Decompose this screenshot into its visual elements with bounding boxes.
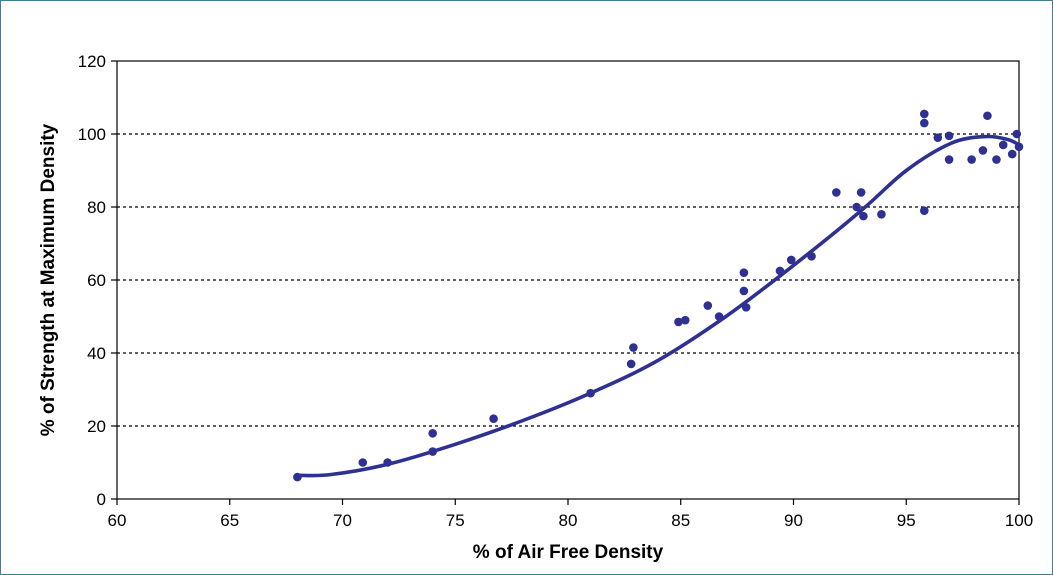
data-point <box>919 118 929 128</box>
data-point <box>703 301 713 310</box>
data-point <box>383 458 392 467</box>
data-point <box>1007 149 1017 159</box>
data-point <box>944 131 954 141</box>
y-axis-title: % of Strength at Maximum Density <box>38 123 59 436</box>
data-point <box>680 315 690 325</box>
x-tick-label: 70 <box>333 511 352 530</box>
data-point <box>933 133 943 142</box>
data-point <box>428 447 438 456</box>
x-tick-label: 90 <box>784 511 803 530</box>
x-tick-label: 75 <box>446 511 465 530</box>
data-point <box>832 188 841 197</box>
data-point <box>629 343 638 352</box>
data-points <box>293 109 1024 482</box>
data-point <box>626 359 636 369</box>
y-tick-label: 60 <box>87 271 106 290</box>
x-tick-label: 100 <box>1005 511 1033 530</box>
gridlines <box>117 133 1019 427</box>
data-point <box>852 202 861 212</box>
x-tick-label: 65 <box>220 511 239 530</box>
y-tick-label: 100 <box>78 125 106 144</box>
y-tick-label: 20 <box>87 417 106 436</box>
data-point <box>1014 142 1024 152</box>
data-point <box>1012 129 1022 139</box>
x-tick-label: 60 <box>108 511 127 530</box>
data-point <box>944 155 954 164</box>
x-tick-label: 85 <box>671 511 690 530</box>
data-point <box>739 286 749 296</box>
data-point <box>998 140 1008 150</box>
y-axis-ticks: 0 20 40 60 80 100 120 <box>78 52 117 509</box>
data-point <box>741 303 751 312</box>
data-point <box>856 188 866 197</box>
data-point <box>786 255 796 265</box>
data-point <box>967 155 976 164</box>
y-tick-label: 80 <box>87 198 106 217</box>
x-axis-ticks: 60 65 70 75 80 85 90 95 100 <box>108 499 1033 530</box>
data-point <box>739 268 749 278</box>
y-tick-label: 120 <box>78 52 106 71</box>
data-point <box>358 458 368 467</box>
x-tick-label: 80 <box>559 511 578 530</box>
x-tick-label: 95 <box>897 511 916 530</box>
data-point <box>919 109 929 119</box>
x-axis-title: % of Air Free Density <box>473 542 664 563</box>
data-point <box>674 317 683 327</box>
data-point <box>293 472 302 482</box>
data-point <box>775 266 785 276</box>
y-tick-label: 0 <box>97 490 106 509</box>
data-point <box>586 388 595 398</box>
trend-curve <box>295 134 1021 478</box>
data-point <box>714 312 724 321</box>
data-point <box>978 146 988 155</box>
data-point <box>859 211 868 221</box>
data-point <box>983 111 992 121</box>
data-point <box>489 414 498 424</box>
data-point <box>992 155 1001 164</box>
data-point <box>428 429 438 438</box>
data-point <box>807 251 816 261</box>
y-tick-label: 40 <box>87 344 106 363</box>
data-point <box>919 206 929 215</box>
data-point <box>877 210 886 219</box>
trend-curve-layer <box>295 134 1021 478</box>
